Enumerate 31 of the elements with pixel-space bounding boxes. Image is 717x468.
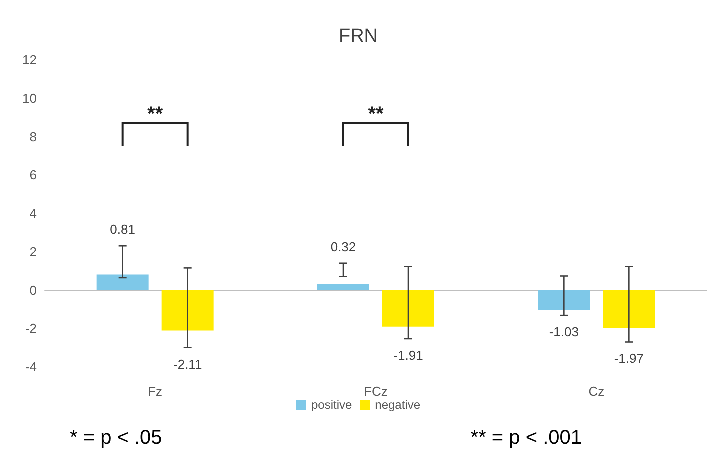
legend-label: negative xyxy=(375,398,421,412)
annotation: ** xyxy=(148,103,164,126)
y-tick-label: 8 xyxy=(30,129,37,144)
bar xyxy=(162,290,214,331)
bar xyxy=(603,290,656,328)
data-label: 0.32 xyxy=(330,239,356,254)
data-label: -1.91 xyxy=(394,348,424,363)
data-label: -1.03 xyxy=(549,324,579,340)
bar xyxy=(96,274,149,290)
data-label: -2.11 xyxy=(173,356,202,372)
y-tick-label: 6 xyxy=(30,168,37,183)
y-tick-label: 12 xyxy=(22,52,37,68)
bar xyxy=(382,290,434,327)
bar xyxy=(538,290,590,310)
chart-title: FRN xyxy=(338,26,378,47)
annotation: ** xyxy=(368,103,384,126)
data-label: -1.97 xyxy=(614,351,644,366)
y-tick-label: 2 xyxy=(30,244,37,260)
y-tick-label: 10 xyxy=(22,90,37,106)
y-tick-label: 4 xyxy=(30,206,37,221)
x-tick-label: Cz xyxy=(588,384,605,399)
text: * = p < .05 xyxy=(70,427,162,449)
data-label: 0.81 xyxy=(110,222,136,238)
text: ** = p < .001 xyxy=(470,427,582,449)
x-tick-label: Fz xyxy=(148,384,163,399)
y-tick-label: 0 xyxy=(30,282,37,298)
x-tick-label: FCz xyxy=(364,384,388,399)
y-tick-label: -2 xyxy=(25,321,37,336)
y-tick-label: -4 xyxy=(25,360,37,374)
bar xyxy=(318,284,370,290)
legend-label: positive xyxy=(311,398,352,412)
